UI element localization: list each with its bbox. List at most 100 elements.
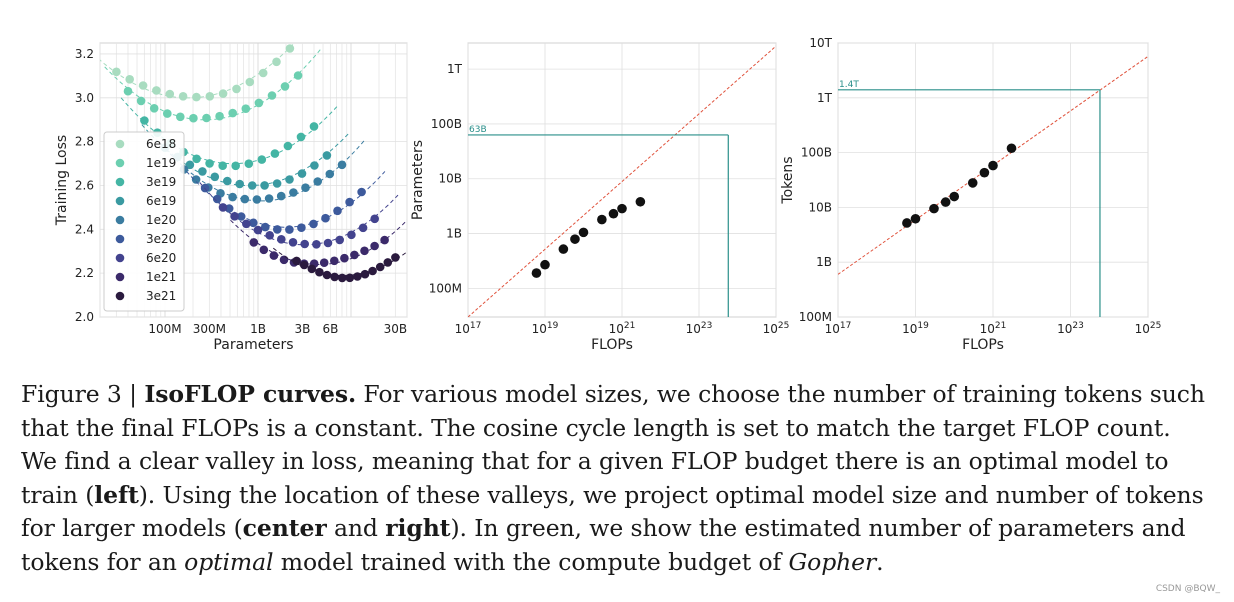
left-y-tick-label: 3.2 — [75, 47, 94, 61]
series-1e21-point — [330, 256, 339, 266]
right-annotation-label: 1.4T — [839, 80, 859, 90]
series-6e19-point — [285, 175, 294, 184]
series-6e19-point — [198, 167, 207, 176]
center-data-point — [558, 244, 569, 254]
center-x-tick-exponent: 21 — [624, 321, 635, 331]
series-3e21-point — [391, 253, 400, 262]
center-x-tick-base: 10 — [686, 322, 701, 336]
legend-label-1e20: 1e20 — [146, 213, 176, 227]
series-3e21-point — [383, 258, 393, 267]
left-legend: 6e18 1e19 3e19 6e19 1e20 3e20 6e20 1e21 3e21 — [103, 131, 185, 312]
series-3e19-point — [140, 116, 149, 125]
right-x-tick-label: 1017 — [825, 321, 852, 336]
center-data-point — [540, 259, 550, 270]
caption-lead: Figure 3 | — [21, 380, 145, 408]
series-3e19-point — [270, 149, 280, 158]
series-1e20-point — [313, 177, 323, 186]
series-1e20-point — [325, 169, 335, 179]
right-data-point — [940, 197, 951, 207]
caption-right: right — [385, 514, 451, 542]
series-1e20-point — [276, 191, 286, 201]
left-y-tick-label: 2.8 — [75, 135, 94, 149]
right-fit-line — [838, 55, 1148, 275]
right-data-point — [988, 160, 998, 171]
caption-center: center — [242, 514, 327, 542]
series-1e21-point — [370, 241, 379, 251]
series-6e18-point — [192, 92, 201, 102]
series-6e19-point — [297, 169, 307, 178]
legend-label-1e21: 1e21 — [146, 270, 176, 284]
series-6e20-point — [300, 239, 310, 249]
series-1e20-point — [240, 194, 250, 204]
series-3e20-fit-curve — [181, 165, 386, 228]
series-3e20-point — [297, 223, 306, 232]
right-y-tick-label: 1T — [817, 91, 833, 105]
right-x-tick-exponent: 25 — [1150, 321, 1161, 331]
series-3e20-point — [285, 225, 294, 234]
series-6e18-point — [285, 44, 295, 53]
right-x-axis-label: FLOPs — [962, 337, 1004, 353]
center-x-tick-base: 10 — [763, 322, 778, 336]
center-x-tick-exponent: 23 — [701, 321, 712, 331]
series-6e19-point — [260, 181, 269, 190]
right-x-tick-base: 10 — [980, 322, 995, 336]
center-x-tick-base: 10 — [609, 322, 624, 336]
center-x-tick-label: 1019 — [532, 321, 559, 336]
left-y-tick-label: 2.4 — [75, 222, 94, 236]
series-6e18-point — [272, 57, 281, 67]
left-x-tick-label: 30B — [384, 322, 408, 336]
series-6e19-point — [210, 172, 220, 182]
caption-gopher: Gopher — [788, 547, 877, 576]
legend-label-3e19: 3e19 — [146, 175, 176, 189]
right-data-point — [967, 178, 978, 188]
series-1e19-point — [280, 82, 290, 91]
center-x-tick-base: 10 — [455, 322, 470, 336]
right-y-tick-label: 100M — [799, 310, 832, 324]
right-x-tick-base: 10 — [825, 322, 840, 336]
series-3e19-point — [283, 141, 293, 151]
right-x-tick-base: 10 — [1057, 322, 1072, 336]
right-data-point — [949, 191, 960, 202]
series-6e18-point — [232, 84, 241, 94]
series-3e20-point — [309, 219, 318, 229]
left-x-tick-label: 3B — [294, 322, 310, 336]
center-y-tick-label: 100B — [431, 117, 462, 131]
series-1e19-point — [202, 113, 211, 123]
series-3e21-point — [368, 266, 377, 276]
series-6e19-point — [223, 176, 232, 186]
series-6e20-point — [242, 219, 251, 229]
series-1e20-point — [289, 188, 298, 197]
series-3e20-point — [321, 213, 330, 223]
series-1e19-point — [189, 113, 198, 123]
legend-label-3e21: 3e21 — [146, 289, 176, 303]
right-x-tick-exponent: 23 — [1072, 321, 1083, 331]
series-1e19-point — [228, 108, 237, 118]
series-6e20-point — [253, 225, 263, 235]
series-3e19-point — [309, 122, 319, 131]
series-1e20-point — [337, 160, 347, 170]
series-3e20-point — [333, 206, 342, 216]
series-3e19-point — [231, 161, 240, 171]
left-y-tick-label: 2.0 — [75, 310, 94, 324]
series-6e18-point — [218, 89, 228, 98]
caption-left: left — [94, 480, 139, 509]
right-x-tick-label: 1023 — [1057, 321, 1084, 336]
caption-part-6: . — [876, 547, 884, 576]
center-data-point — [635, 196, 646, 207]
series-6e20-point — [218, 203, 228, 212]
series-3e21-point — [360, 269, 370, 279]
left-x-axis-label: Parameters — [213, 337, 293, 353]
series-3e19-point — [257, 155, 267, 164]
left-x-tick-label: 6B — [322, 322, 338, 336]
isoflop-figure: 2.0 2.2 2.4 2.6 2.8 3.0 3.2 100M 300M 1B 3B 6B 30B 6e… — [54, 36, 1161, 353]
legend-label-6e18: 6e18 — [146, 137, 176, 151]
center-data-point — [597, 214, 607, 225]
right-data-point — [929, 203, 939, 214]
center-marks — [468, 45, 776, 317]
series-1e20-point — [191, 175, 201, 184]
right-x-tick-label: 1025 — [1135, 321, 1162, 336]
series-1e21-point — [380, 235, 389, 245]
series-3e20-point — [357, 187, 366, 197]
